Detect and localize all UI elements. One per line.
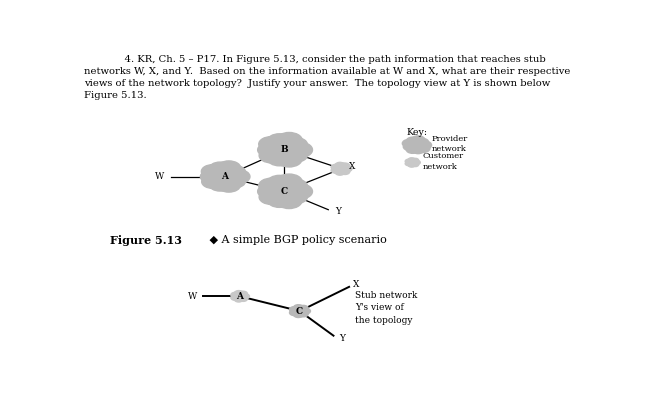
Circle shape — [268, 151, 291, 166]
Circle shape — [340, 163, 350, 169]
Circle shape — [239, 297, 248, 301]
Circle shape — [417, 139, 429, 146]
Circle shape — [412, 158, 419, 162]
Circle shape — [285, 138, 307, 151]
Circle shape — [259, 190, 284, 204]
Circle shape — [291, 306, 309, 317]
Circle shape — [225, 175, 246, 188]
Circle shape — [285, 190, 307, 204]
Circle shape — [201, 165, 224, 178]
Circle shape — [403, 139, 415, 147]
Circle shape — [276, 151, 302, 167]
Text: W: W — [188, 292, 197, 301]
Circle shape — [343, 166, 352, 172]
Text: networks W, X, and Y.  Based on the information available at W and X, what are t: networks W, X, and Y. Based on the infor… — [84, 67, 570, 76]
Circle shape — [408, 163, 415, 167]
Circle shape — [340, 169, 350, 175]
Circle shape — [227, 170, 250, 184]
Circle shape — [332, 163, 351, 174]
Circle shape — [231, 291, 248, 301]
Text: Figure 5.13.: Figure 5.13. — [84, 91, 146, 100]
Circle shape — [287, 142, 313, 157]
Circle shape — [406, 146, 419, 153]
Circle shape — [241, 294, 250, 299]
Circle shape — [331, 168, 340, 173]
Text: C: C — [296, 307, 303, 316]
Circle shape — [202, 175, 224, 189]
Circle shape — [262, 178, 306, 204]
Text: Stub network
Y's view of
the topology: Stub network Y's view of the topology — [356, 291, 418, 325]
Circle shape — [336, 162, 345, 168]
Circle shape — [268, 193, 291, 207]
Text: A: A — [236, 292, 244, 301]
Circle shape — [258, 184, 280, 198]
Circle shape — [285, 148, 307, 162]
Circle shape — [267, 175, 291, 190]
Text: Provider
network: Provider network — [431, 135, 468, 153]
Text: 4. KR, Ch. 5 – P17. In Figure 5.13, consider the path information that reaches s: 4. KR, Ch. 5 – P17. In Figure 5.13, cons… — [113, 55, 546, 64]
Text: W: W — [155, 172, 164, 181]
Circle shape — [276, 174, 302, 190]
Circle shape — [217, 161, 241, 175]
Text: Y: Y — [335, 207, 341, 216]
Circle shape — [276, 193, 302, 209]
Circle shape — [294, 305, 303, 310]
Circle shape — [231, 292, 239, 297]
Circle shape — [262, 137, 306, 163]
Circle shape — [289, 307, 299, 312]
Circle shape — [411, 136, 425, 144]
Circle shape — [331, 164, 340, 170]
Circle shape — [201, 170, 221, 183]
Circle shape — [276, 133, 302, 148]
Circle shape — [405, 162, 412, 166]
Circle shape — [267, 134, 291, 148]
Circle shape — [294, 312, 303, 317]
Circle shape — [287, 184, 313, 199]
Circle shape — [239, 291, 248, 296]
Circle shape — [408, 158, 415, 162]
Circle shape — [405, 138, 428, 152]
Circle shape — [259, 148, 284, 163]
Circle shape — [235, 297, 243, 302]
Circle shape — [405, 159, 412, 163]
Circle shape — [209, 162, 231, 175]
Circle shape — [235, 290, 243, 296]
Circle shape — [205, 165, 244, 189]
Circle shape — [258, 143, 280, 157]
Circle shape — [403, 143, 415, 151]
Circle shape — [259, 137, 284, 152]
Circle shape — [417, 144, 430, 153]
Text: X: X — [353, 280, 360, 289]
Text: Y: Y — [339, 334, 345, 343]
Text: X: X — [349, 162, 356, 171]
Circle shape — [231, 295, 239, 300]
Text: Figure 5.13: Figure 5.13 — [110, 235, 182, 246]
Circle shape — [412, 162, 419, 166]
Text: Customer
network: Customer network — [423, 152, 464, 171]
Circle shape — [412, 146, 424, 154]
Circle shape — [301, 308, 311, 314]
Circle shape — [217, 178, 240, 192]
Circle shape — [289, 310, 299, 315]
Text: Key:: Key: — [407, 128, 427, 137]
Circle shape — [336, 169, 345, 175]
Text: views of the network topology?  Justify your answer.  The topology view at Y is : views of the network topology? Justify y… — [84, 79, 550, 88]
Text: B: B — [280, 145, 288, 154]
Circle shape — [406, 158, 419, 166]
Circle shape — [299, 306, 308, 311]
Circle shape — [285, 179, 307, 193]
Circle shape — [418, 141, 431, 149]
Text: ◆ A simple BGP policy scenario: ◆ A simple BGP policy scenario — [206, 235, 386, 245]
Circle shape — [209, 178, 231, 191]
Circle shape — [407, 137, 419, 145]
Circle shape — [299, 311, 308, 317]
Circle shape — [225, 166, 246, 178]
Circle shape — [259, 178, 284, 193]
Circle shape — [413, 160, 420, 164]
Text: A: A — [221, 172, 227, 181]
Text: C: C — [280, 187, 288, 196]
